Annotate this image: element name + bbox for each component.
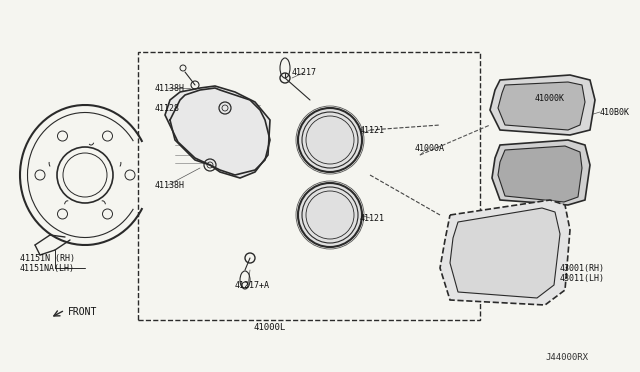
Text: 41121: 41121	[360, 214, 385, 222]
Polygon shape	[490, 75, 595, 135]
Polygon shape	[498, 82, 585, 130]
Text: 41128: 41128	[155, 103, 180, 112]
Text: 41121: 41121	[360, 125, 385, 135]
Bar	[138, 52, 480, 320]
Circle shape	[298, 108, 362, 172]
Polygon shape	[450, 208, 560, 298]
Text: 41000A: 41000A	[415, 144, 445, 153]
Polygon shape	[498, 146, 582, 202]
Text: 43001(RH): 43001(RH)	[560, 263, 605, 273]
Text: 41217: 41217	[292, 67, 317, 77]
Text: 41000K: 41000K	[535, 93, 565, 103]
Text: 41151NA(LH): 41151NA(LH)	[20, 263, 75, 273]
Polygon shape	[440, 200, 570, 305]
Text: 41138H: 41138H	[155, 180, 185, 189]
Text: 41217+A: 41217+A	[235, 280, 270, 289]
Text: 41000L: 41000L	[254, 324, 286, 333]
Text: 41151N (RH): 41151N (RH)	[20, 253, 75, 263]
Circle shape	[298, 183, 362, 247]
Text: J44000RX: J44000RX	[545, 353, 588, 362]
Text: 410B0K: 410B0K	[600, 108, 630, 116]
Text: 43011(LH): 43011(LH)	[560, 273, 605, 282]
Text: FRONT: FRONT	[68, 307, 97, 317]
Polygon shape	[165, 86, 270, 178]
Polygon shape	[492, 140, 590, 205]
Text: 41138H: 41138H	[155, 83, 185, 93]
